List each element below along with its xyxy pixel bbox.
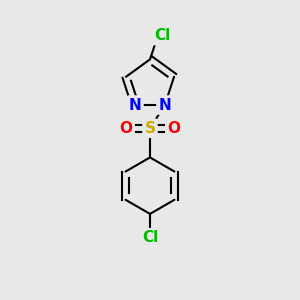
Text: O: O [120,121,133,136]
Text: N: N [158,98,171,112]
Text: S: S [145,121,155,136]
Text: O: O [167,121,180,136]
Text: N: N [129,98,142,112]
Text: Cl: Cl [154,28,170,43]
Text: Cl: Cl [142,230,158,245]
